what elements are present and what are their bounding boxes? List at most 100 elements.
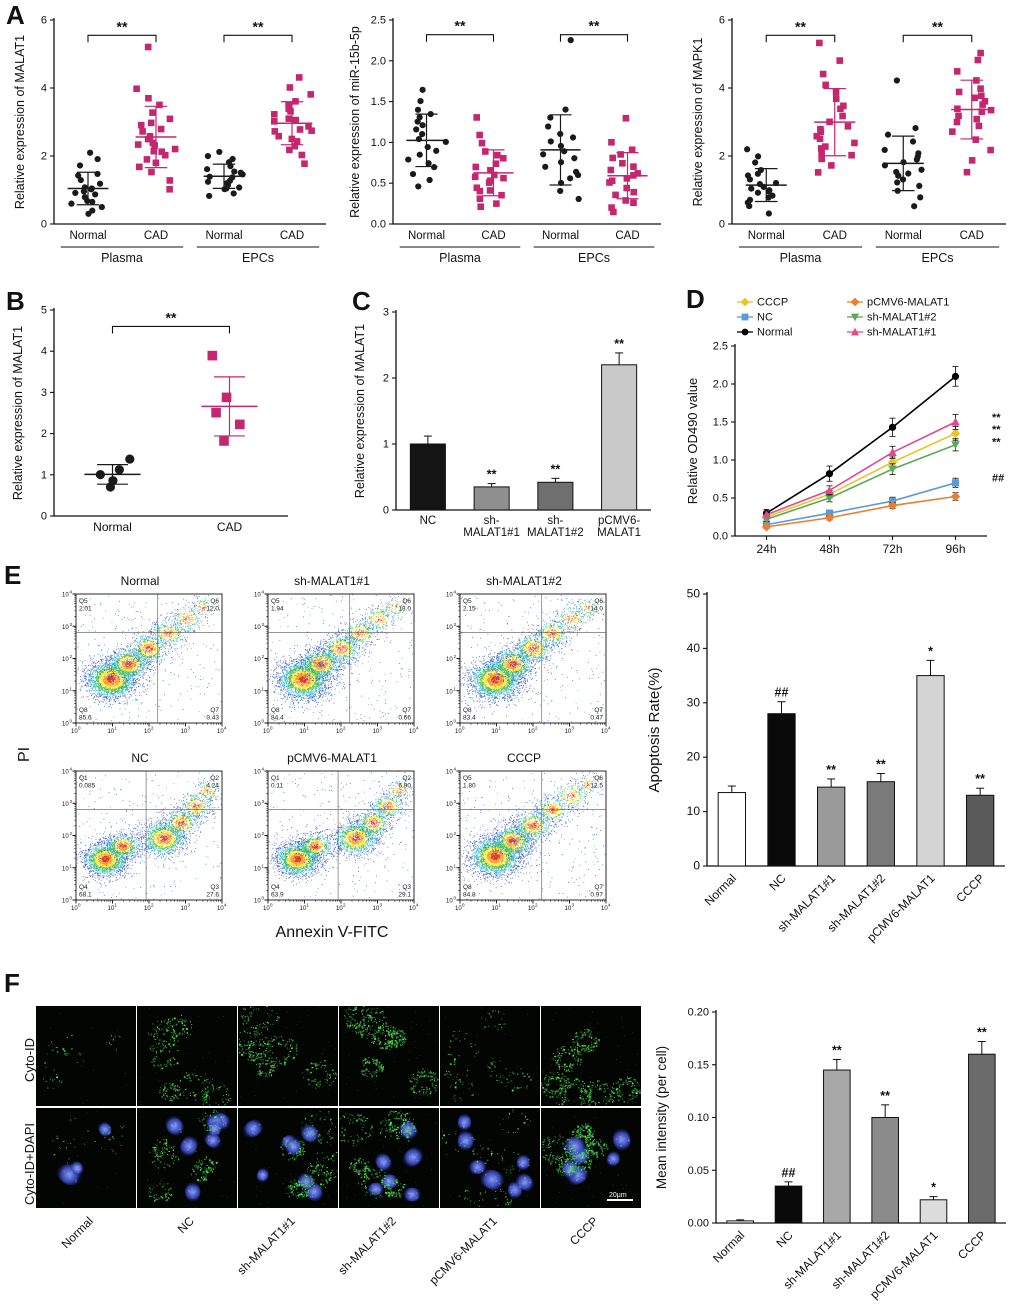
svg-text:72h: 72h <box>882 542 902 556</box>
svg-text:Plasma: Plasma <box>780 251 822 265</box>
svg-text:**: ** <box>832 1043 842 1057</box>
flow-density-plot-1 <box>242 589 422 741</box>
svg-text:2: 2 <box>41 151 47 163</box>
svg-text:**: ** <box>992 412 1001 424</box>
svg-text:Relative expression of MALAT1: Relative expression of MALAT1 <box>11 326 25 500</box>
svg-text:0: 0 <box>719 219 725 231</box>
micro-col-label-0: Normal <box>58 1214 96 1252</box>
panel-label-d: D <box>686 284 705 314</box>
svg-text:**: ** <box>589 18 600 34</box>
panel-label-c: C <box>352 286 371 316</box>
svg-text:pCMV6-MALAT1: pCMV6-MALAT1 <box>867 297 949 309</box>
svg-text:CAD: CAD <box>217 520 243 534</box>
flow-density-plot-3 <box>50 766 230 918</box>
svg-text:2: 2 <box>719 151 725 163</box>
svg-text:Normal: Normal <box>69 230 106 242</box>
svg-text:3: 3 <box>383 307 389 319</box>
micro-col-label-1: NC <box>174 1214 197 1237</box>
svg-text:2.0: 2.0 <box>371 55 386 67</box>
svg-text:48h: 48h <box>819 542 839 556</box>
svg-text:CAD: CAD <box>144 230 168 242</box>
svg-text:2: 2 <box>383 373 389 385</box>
micro-image-r0-c0 <box>36 1006 136 1106</box>
flow-density-plot-4 <box>242 766 422 918</box>
svg-text:**: ** <box>117 18 128 34</box>
micro-col-label-2: sh-MALAT1#1 <box>234 1214 298 1278</box>
svg-text:1: 1 <box>383 439 389 451</box>
micro-col-label-5: CCCP <box>566 1214 601 1248</box>
svg-text:CAD: CAD <box>960 230 984 242</box>
svg-text:0.5: 0.5 <box>713 493 728 505</box>
svg-text:30: 30 <box>687 695 701 709</box>
svg-text:**: ** <box>166 309 177 325</box>
svg-text:NC: NC <box>766 871 788 893</box>
micro-image-r1-c0 <box>36 1108 136 1208</box>
svg-text:0.15: 0.15 <box>688 1059 709 1071</box>
svg-text:CAD: CAD <box>823 230 847 242</box>
micro-image-r1-c5 <box>541 1108 641 1208</box>
flow-plot-title-5: CCCP <box>506 751 541 765</box>
svg-text:Apoptosis Rate(%): Apoptosis Rate(%) <box>646 667 663 792</box>
svg-text:4: 4 <box>719 83 725 95</box>
svg-text:0.0: 0.0 <box>371 219 386 231</box>
svg-text:**: ** <box>880 1089 890 1103</box>
svg-text:Normal: Normal <box>205 230 242 242</box>
svg-text:**: ** <box>992 436 1001 448</box>
svg-text:0: 0 <box>41 511 47 523</box>
svg-text:6: 6 <box>41 15 47 27</box>
svg-text:0.05: 0.05 <box>688 1165 709 1177</box>
svg-text:sh-MALAT1#2: sh-MALAT1#2 <box>527 515 584 539</box>
svg-text:0.00: 0.00 <box>688 1218 709 1230</box>
svg-text:**: ** <box>455 18 466 34</box>
micro-image-r1-c3 <box>339 1108 439 1208</box>
svg-text:Normal: Normal <box>757 327 792 339</box>
svg-text:**: ** <box>826 763 836 777</box>
svg-text:Relative expression of MALAT1: Relative expression of MALAT1 <box>353 324 367 498</box>
svg-text:CAD: CAD <box>280 230 304 242</box>
svg-text:**: ** <box>614 337 624 351</box>
svg-text:**: ** <box>551 462 561 476</box>
svg-text:Normal: Normal <box>885 230 922 242</box>
svg-text:##: ## <box>775 686 789 700</box>
micro-image-r0-c5 <box>541 1006 641 1106</box>
svg-text:NC: NC <box>757 312 773 324</box>
svg-text:Normal: Normal <box>408 230 445 242</box>
flow-plot-title-1: sh-MALAT1#1 <box>294 574 370 588</box>
svg-text:Normal: Normal <box>542 230 579 242</box>
svg-text:**: ** <box>253 18 264 34</box>
svg-text:sh-MALAT1#2: sh-MALAT1#2 <box>867 312 937 324</box>
svg-text:Plasma: Plasma <box>101 251 143 265</box>
svg-text:sh-MALAT1#1: sh-MALAT1#1 <box>867 327 937 339</box>
micro-image-r1-c2 <box>238 1108 338 1208</box>
svg-text:*: * <box>931 1181 936 1195</box>
flow-density-plot-2 <box>434 589 614 741</box>
svg-text:2.5: 2.5 <box>371 15 386 27</box>
micro-image-r1-c4 <box>440 1108 540 1208</box>
bar-mean-intensity: 0.00 0.05 0.10 0.15 0.20 Mean intensity (per … <box>652 998 1016 1308</box>
svg-text:0: 0 <box>41 219 47 231</box>
svg-text:pCMV6-MALAT1: pCMV6-MALAT1 <box>597 515 641 539</box>
svg-text:Normal: Normal <box>93 520 132 534</box>
svg-text:Relative OD490 value: Relative OD490 value <box>685 378 700 504</box>
svg-text:2.0: 2.0 <box>713 379 728 391</box>
flow-density-plot-0 <box>50 589 230 741</box>
svg-text:EPCs: EPCs <box>242 251 274 265</box>
bar-apoptosis-rate: 0 10 20 30 40 50 Apoptosis Rate(%) Normal ## NC **… <box>645 578 1017 955</box>
svg-text:50: 50 <box>687 587 701 601</box>
flow-density-plot-5 <box>434 766 614 918</box>
svg-text:10: 10 <box>687 804 701 818</box>
flow-plot-title-4: pCMV6-MALAT1 <box>287 751 377 765</box>
svg-text:**: ** <box>975 772 985 786</box>
svg-text:0.0: 0.0 <box>713 531 728 543</box>
micro-col-label-3: sh-MALAT1#2 <box>335 1214 399 1278</box>
svg-text:0: 0 <box>383 505 389 517</box>
svg-text:1.5: 1.5 <box>713 417 728 429</box>
svg-text:**: ** <box>795 18 806 34</box>
svg-text:24h: 24h <box>756 542 776 556</box>
svg-text:0.10: 0.10 <box>688 1112 709 1124</box>
svg-text:3: 3 <box>41 387 47 399</box>
svg-text:4: 4 <box>41 346 47 358</box>
svg-text:NC: NC <box>420 515 437 527</box>
svg-text:2: 2 <box>41 428 47 440</box>
svg-text:Relative expression of MAPK1: Relative expression of MAPK1 <box>691 38 705 207</box>
